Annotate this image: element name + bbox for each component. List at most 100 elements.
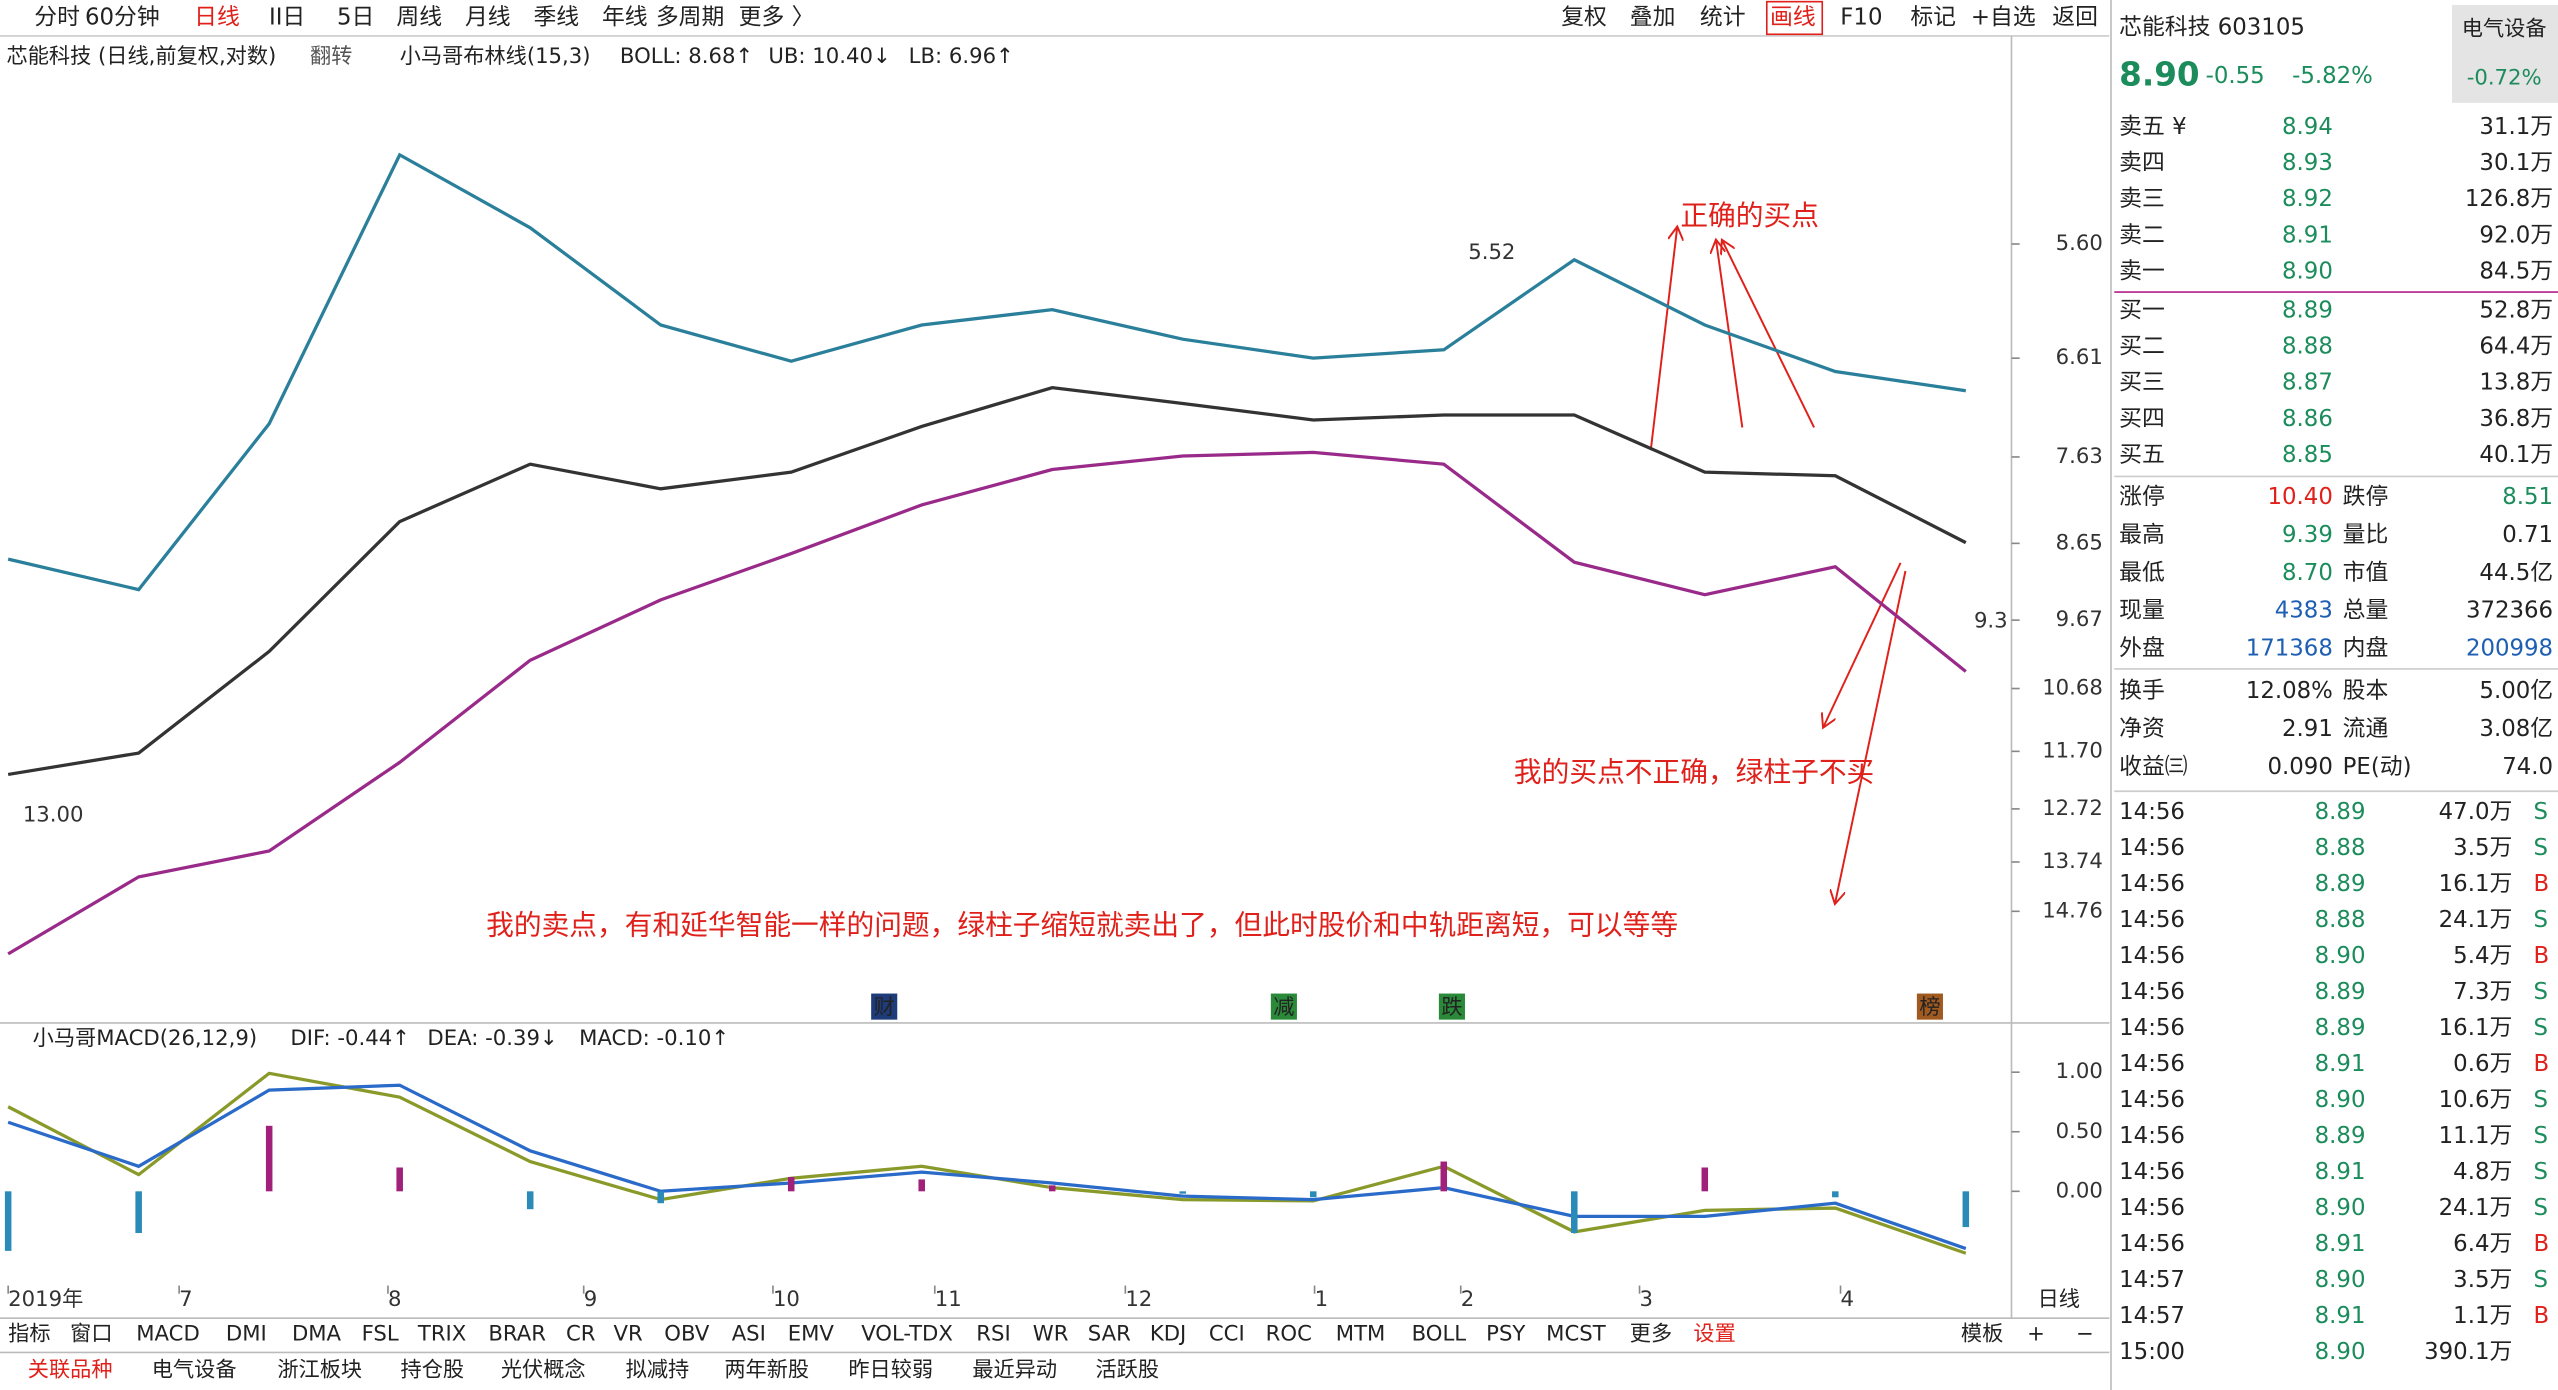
indicator-tab[interactable]: CR bbox=[566, 1321, 596, 1346]
indicator-tab[interactable]: MCST bbox=[1546, 1321, 1606, 1346]
period-tab[interactable]: II日 bbox=[269, 4, 305, 30]
indicator-tab[interactable]: EMV bbox=[788, 1321, 835, 1346]
indicator-tab[interactable]: DMI bbox=[226, 1321, 267, 1346]
indicator-tab[interactable]: MTM bbox=[1336, 1321, 1386, 1346]
bottom-tab[interactable]: 两年新股 bbox=[724, 1356, 809, 1381]
series-line bbox=[7, 1083, 1967, 1251]
indicator-tab[interactable]: 设置 bbox=[1693, 1321, 1735, 1346]
macd-bar bbox=[396, 1167, 403, 1192]
indicator-tab[interactable]: 更多 bbox=[1630, 1321, 1672, 1346]
period-tab[interactable]: 分时 bbox=[34, 4, 80, 30]
period-tab[interactable]: 更多 〉 bbox=[739, 4, 815, 30]
period-tab[interactable]: 年线 bbox=[602, 4, 648, 30]
trade-side: S bbox=[2534, 1123, 2549, 1149]
indicator-tab[interactable]: VR bbox=[613, 1321, 642, 1346]
book-label: 买三 bbox=[2119, 370, 2165, 396]
indicator-tab[interactable]: OBV bbox=[664, 1321, 710, 1346]
period-tab[interactable]: 60分钟 bbox=[85, 4, 160, 30]
indicator-tab[interactable]: FSL bbox=[362, 1321, 399, 1346]
trade-time: 14:56 bbox=[2119, 1195, 2185, 1221]
trade-price: 8.89 bbox=[2315, 1123, 2366, 1149]
trade-time: 14:56 bbox=[2119, 1051, 2185, 1077]
stat-value: 3.08亿 bbox=[2479, 716, 2553, 742]
sector-name[interactable]: 电气设备 bbox=[2462, 15, 2547, 40]
indicator-tab[interactable]: PSY bbox=[1486, 1321, 1525, 1346]
indicator-tab[interactable]: KDJ bbox=[1150, 1321, 1186, 1346]
period-tab[interactable]: 5日 bbox=[337, 4, 374, 30]
macd-bar bbox=[1179, 1191, 1187, 1194]
bottom-tab[interactable]: 活跃股 bbox=[1095, 1356, 1159, 1381]
indicator-tab[interactable]: TRIX bbox=[417, 1321, 466, 1346]
tool-button[interactable]: +自选 bbox=[1971, 4, 2036, 30]
indicator-tab[interactable]: ROC bbox=[1266, 1321, 1312, 1346]
indicator-tab[interactable]: ASI bbox=[732, 1321, 766, 1346]
book-volume: 52.8万 bbox=[2479, 297, 2553, 323]
stat-value: 44.5亿 bbox=[2479, 560, 2553, 586]
stat-label: PE(动) bbox=[2343, 754, 2412, 780]
bottom-tab[interactable]: 持仓股 bbox=[401, 1356, 465, 1381]
indicator-tab[interactable]: BOLL bbox=[1412, 1321, 1467, 1346]
y-tick-label: 10.68 bbox=[2042, 675, 2103, 700]
tool-button[interactable]: 复权 bbox=[1561, 4, 1607, 30]
event-marker[interactable]: 跌 bbox=[1441, 994, 1462, 1019]
event-marker[interactable]: 财 bbox=[874, 994, 895, 1019]
trade-volume: 1.1万 bbox=[2453, 1303, 2512, 1329]
indicator-tab[interactable]: MACD bbox=[136, 1321, 200, 1346]
trade-volume: 7.3万 bbox=[2453, 979, 2512, 1005]
bottom-tab[interactable]: 浙江板块 bbox=[277, 1356, 362, 1381]
panel-button[interactable]: + bbox=[2027, 1321, 2045, 1346]
tool-button[interactable]: 统计 bbox=[1700, 4, 1746, 30]
bottom-tab[interactable]: 拟减持 bbox=[626, 1356, 690, 1381]
macd-bar bbox=[4, 1191, 12, 1251]
tool-button[interactable]: 叠加 bbox=[1630, 4, 1676, 30]
bottom-tab[interactable]: 关联品种 bbox=[28, 1356, 113, 1381]
tool-button[interactable]: 标记 bbox=[1910, 4, 1956, 30]
indicator-tab[interactable]: 窗口 bbox=[70, 1321, 112, 1346]
bottom-tab[interactable]: 光伏概念 bbox=[501, 1356, 586, 1381]
indicator-tab[interactable]: SAR bbox=[1088, 1321, 1131, 1346]
period-tab[interactable]: 周线 bbox=[396, 4, 442, 30]
indicator-tab[interactable]: BRAR bbox=[488, 1321, 546, 1346]
trade-time: 14:56 bbox=[2119, 979, 2185, 1005]
period-tab[interactable]: 季线 bbox=[533, 4, 579, 30]
indicator-tab[interactable]: VOL-TDX bbox=[861, 1321, 953, 1346]
book-volume: 40.1万 bbox=[2479, 442, 2553, 468]
indicator-tab[interactable]: DMA bbox=[292, 1321, 342, 1346]
indicator-tab[interactable]: CCI bbox=[1209, 1321, 1245, 1346]
panel-button[interactable]: − bbox=[2076, 1321, 2094, 1346]
indicator-tab[interactable]: 指标 bbox=[8, 1321, 50, 1346]
book-price: 8.93 bbox=[2282, 150, 2333, 176]
macd-bar bbox=[1309, 1191, 1317, 1198]
legend-entry: DEA: -0.39↓ bbox=[427, 1025, 557, 1050]
y-tick-label: 6.61 bbox=[2056, 344, 2103, 369]
trade-price: 8.91 bbox=[2315, 1231, 2366, 1257]
indicator-tab[interactable]: RSI bbox=[976, 1321, 1010, 1346]
bottom-tab[interactable]: 最近异动 bbox=[972, 1356, 1057, 1381]
event-marker[interactable]: 榜 bbox=[1919, 994, 1940, 1019]
trade-price: 8.91 bbox=[2315, 1051, 2366, 1077]
indicator-name: 小马哥布林线(15,3) bbox=[400, 43, 591, 68]
stat-value: 372366 bbox=[2466, 598, 2553, 624]
stat-label: 涨停 bbox=[2119, 484, 2165, 510]
trade-time: 15:00 bbox=[2119, 1339, 2185, 1365]
event-marker[interactable]: 减 bbox=[1273, 994, 1294, 1019]
period-tab[interactable]: 多周期 bbox=[656, 4, 724, 30]
period-tab[interactable]: 月线 bbox=[465, 4, 511, 30]
book-price: 8.85 bbox=[2282, 442, 2333, 468]
series-line bbox=[7, 450, 1967, 956]
period-tab[interactable]: 日线 bbox=[194, 4, 240, 30]
tool-button[interactable]: 返回 bbox=[2052, 4, 2098, 30]
trade-time: 14:56 bbox=[2119, 1123, 2185, 1149]
tool-button[interactable]: 画线 bbox=[1770, 4, 1816, 30]
flip-toggle[interactable]: 翻转 bbox=[310, 43, 352, 68]
legend-entry: DIF: -0.44↑ bbox=[290, 1025, 410, 1050]
x-tick-label: 4 bbox=[1841, 1286, 1854, 1311]
bottom-tab[interactable]: 昨日较弱 bbox=[848, 1356, 933, 1381]
tool-button[interactable]: F10 bbox=[1840, 4, 1882, 30]
bottom-tab[interactable]: 电气设备 bbox=[152, 1356, 237, 1381]
trade-price: 8.89 bbox=[2315, 799, 2366, 825]
indicator-tab[interactable]: WR bbox=[1033, 1321, 1069, 1346]
stat-value: 0.090 bbox=[2268, 754, 2333, 780]
panel-button[interactable]: 模板 bbox=[1961, 1321, 2003, 1346]
